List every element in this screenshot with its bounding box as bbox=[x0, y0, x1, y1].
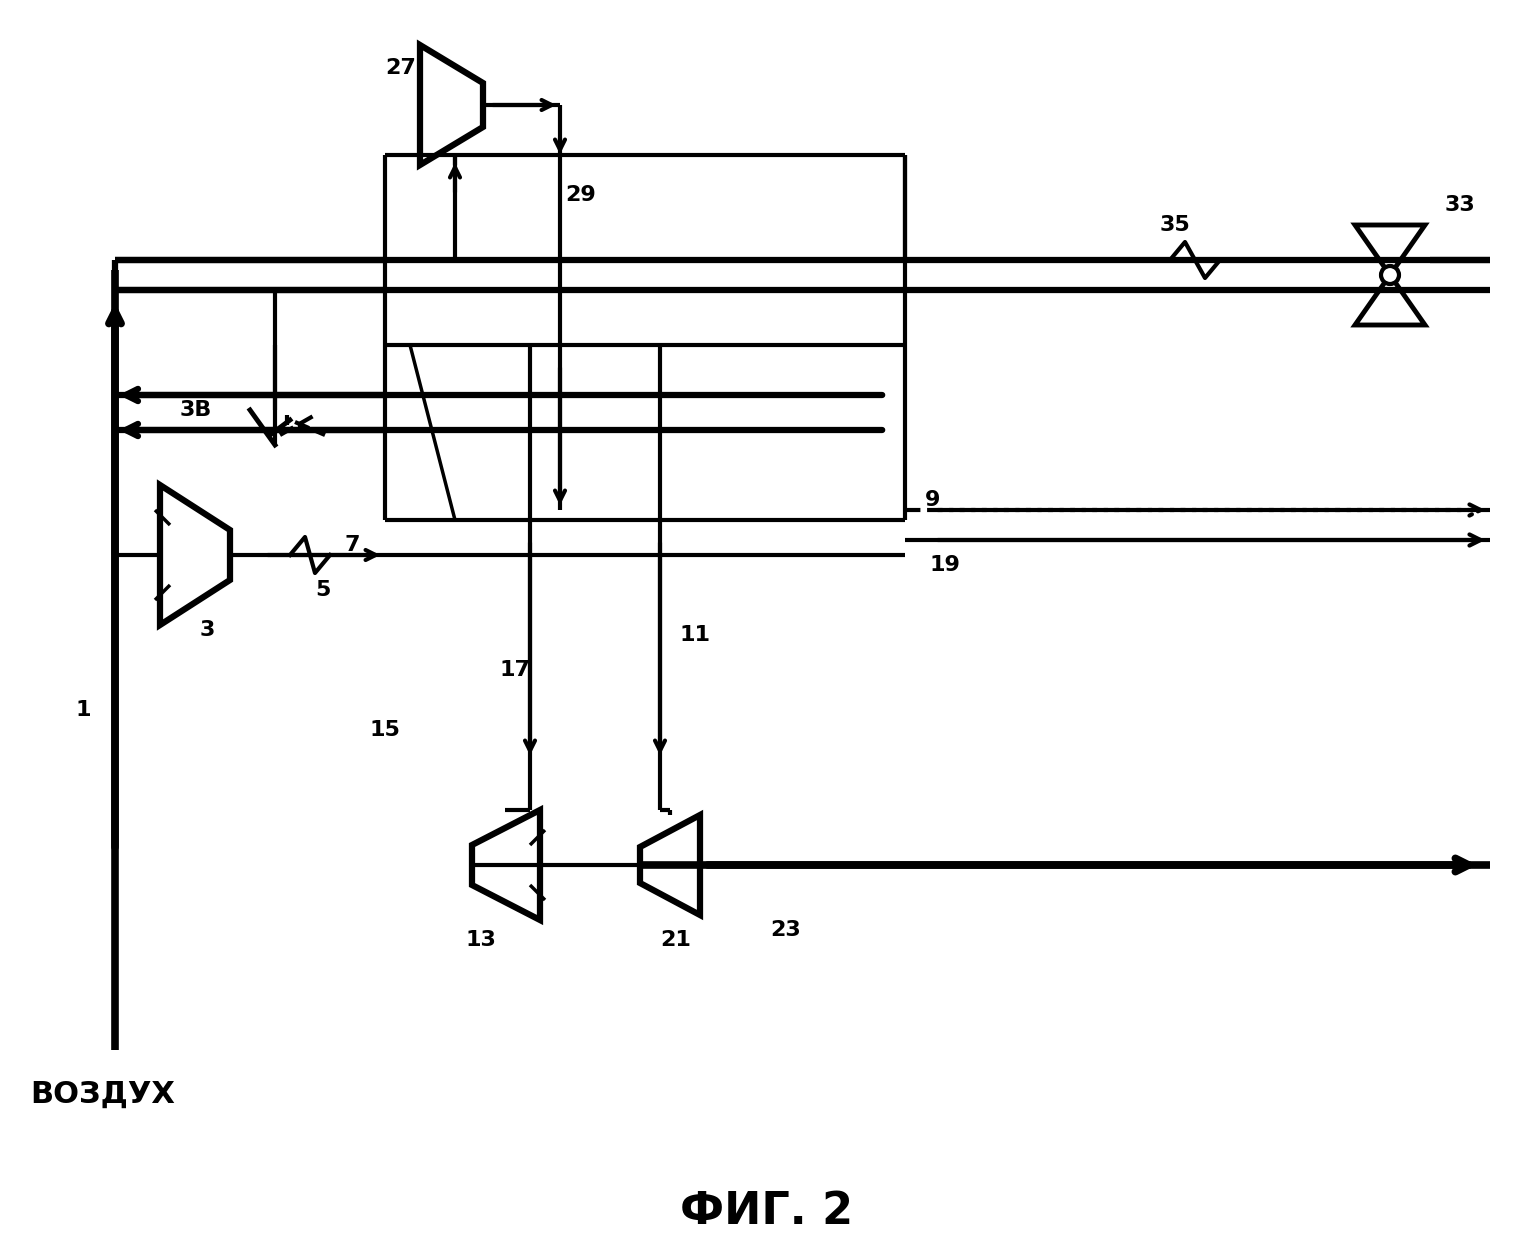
Text: 19: 19 bbox=[930, 555, 961, 575]
Text: 21: 21 bbox=[660, 930, 691, 950]
Text: 1: 1 bbox=[75, 700, 91, 720]
Text: 33: 33 bbox=[1444, 195, 1475, 215]
Text: 35: 35 bbox=[1160, 215, 1191, 235]
Text: 7: 7 bbox=[345, 535, 361, 555]
Text: 3B: 3B bbox=[180, 401, 212, 421]
Text: ВОЗДУХ: ВОЗДУХ bbox=[31, 1080, 175, 1109]
Text: 15: 15 bbox=[370, 720, 401, 740]
Text: 27: 27 bbox=[385, 57, 416, 77]
Ellipse shape bbox=[1382, 266, 1398, 285]
Text: 11: 11 bbox=[680, 625, 711, 645]
Text: 5: 5 bbox=[315, 580, 330, 600]
Text: 3: 3 bbox=[200, 620, 215, 640]
Text: 29: 29 bbox=[565, 185, 596, 205]
Text: 9: 9 bbox=[926, 490, 941, 510]
Text: 17: 17 bbox=[500, 660, 531, 680]
Text: ФИГ. 2: ФИГ. 2 bbox=[680, 1191, 853, 1233]
Text: 23: 23 bbox=[771, 920, 801, 940]
Text: 13: 13 bbox=[465, 930, 496, 950]
